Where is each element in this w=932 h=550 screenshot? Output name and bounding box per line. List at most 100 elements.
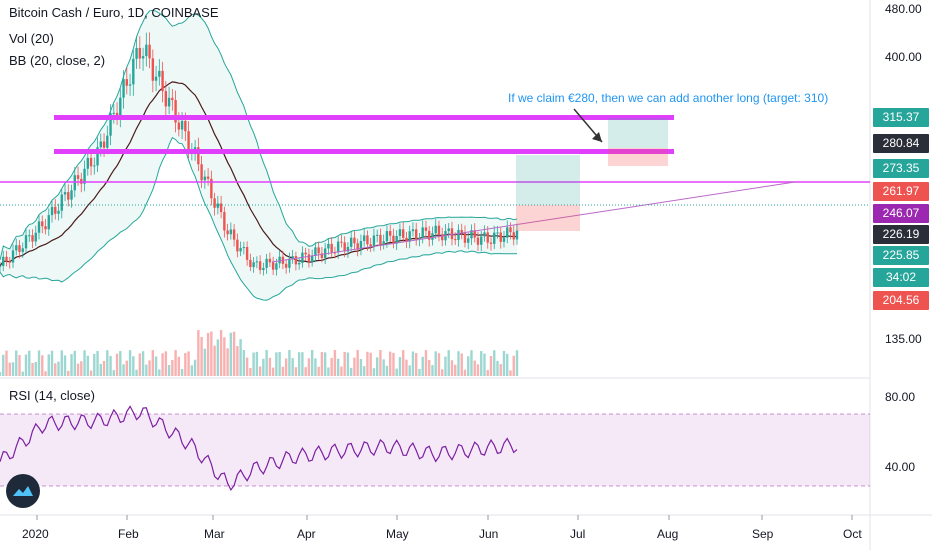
long-position-2[interactable] xyxy=(608,118,668,166)
bollinger-legend[interactable]: BB (20, close, 2) xyxy=(9,53,106,68)
volume-bar xyxy=(24,354,28,376)
volume-bar xyxy=(275,352,278,376)
candle xyxy=(57,203,60,221)
price-badge: 273.35 xyxy=(873,159,929,178)
long-position-1[interactable] xyxy=(516,155,580,231)
candle xyxy=(245,241,249,266)
candle xyxy=(15,238,18,256)
volume-bar xyxy=(73,350,76,376)
volume-bar xyxy=(109,355,112,376)
candle xyxy=(141,47,145,71)
level-315[interactable] xyxy=(54,115,674,120)
volume-bar xyxy=(102,360,106,376)
candle xyxy=(506,220,509,244)
volume-bar xyxy=(428,359,431,376)
tradingview-logo-icon[interactable] xyxy=(6,474,40,508)
candle xyxy=(512,225,515,246)
volume-bar xyxy=(50,350,54,376)
volume-bar xyxy=(447,350,450,376)
volume-bar xyxy=(499,364,502,376)
time-tick: Feb xyxy=(118,527,139,541)
candle xyxy=(398,223,402,243)
candle xyxy=(307,248,311,268)
symbol-legend[interactable]: Bitcoin Cash / Euro, 1D, COINBASE xyxy=(9,5,219,20)
volume-bar xyxy=(340,366,343,376)
candle xyxy=(457,224,460,247)
volume-bar xyxy=(418,368,421,376)
drawn-levels[interactable] xyxy=(0,115,870,263)
candle xyxy=(60,188,63,219)
volume-bar xyxy=(44,371,47,376)
candle xyxy=(499,227,502,249)
candle xyxy=(41,215,44,234)
volume-bar xyxy=(158,369,161,376)
candle xyxy=(0,262,2,273)
time-tick: Jul xyxy=(570,527,586,541)
volume-bar xyxy=(454,364,457,376)
volume-bar xyxy=(353,357,356,376)
volume-bar xyxy=(154,356,158,376)
candle xyxy=(249,253,252,272)
annotation-text[interactable]: If we claim €280, then we can add anothe… xyxy=(508,91,829,105)
volume-bar xyxy=(171,360,174,376)
candle xyxy=(388,224,392,243)
candle xyxy=(336,236,340,259)
volume-bar xyxy=(411,351,415,376)
trendline[interactable] xyxy=(271,181,796,263)
candle xyxy=(415,222,418,246)
volume-bar xyxy=(8,362,11,376)
candle xyxy=(392,228,395,249)
volume-bar xyxy=(515,350,519,376)
candle xyxy=(343,236,346,258)
price-badge: 226.19 xyxy=(873,225,929,244)
volume-bar xyxy=(268,357,272,376)
candle xyxy=(317,241,320,260)
volume-bar xyxy=(502,350,506,376)
candle xyxy=(262,262,265,276)
volume-bar xyxy=(359,359,363,376)
price-badge: 204.56 xyxy=(873,291,929,310)
candle xyxy=(434,218,437,240)
volume-bar xyxy=(281,366,285,376)
volume-bar xyxy=(145,364,148,376)
candle xyxy=(167,86,171,115)
candle xyxy=(288,252,291,273)
candle xyxy=(119,87,122,128)
volume-bar xyxy=(434,351,437,376)
volume-bar xyxy=(236,346,239,376)
volume-bar xyxy=(216,339,220,376)
volume-bar xyxy=(119,351,122,376)
volume-bar xyxy=(375,357,379,376)
volume-bar xyxy=(219,330,223,376)
volume-bar xyxy=(401,350,405,376)
candle xyxy=(470,224,473,246)
candle xyxy=(314,242,317,263)
candle xyxy=(431,226,434,246)
volume-legend[interactable]: Vol (20) xyxy=(9,31,54,46)
candle xyxy=(372,228,376,252)
level-281[interactable] xyxy=(54,149,674,154)
volume-bar xyxy=(11,362,15,376)
volume-bar xyxy=(187,351,190,376)
volume-bar xyxy=(431,365,434,376)
volume-bar xyxy=(93,353,96,376)
volume-bar xyxy=(242,350,246,376)
candle xyxy=(239,241,242,257)
candle xyxy=(93,157,96,175)
bollinger-band-fill xyxy=(0,10,517,301)
volume-bar xyxy=(388,351,392,376)
volume-bar xyxy=(197,330,200,376)
price-badge: 34:02 xyxy=(873,268,929,287)
volume-bar xyxy=(15,350,18,376)
rsi-legend[interactable]: RSI (14, close) xyxy=(9,388,95,403)
candle xyxy=(171,88,174,111)
volume-bar xyxy=(132,356,135,376)
price-tick-400: 400.00 xyxy=(885,50,922,64)
candle xyxy=(294,251,298,271)
candle xyxy=(356,238,359,257)
volume-bar xyxy=(252,352,255,376)
volume-bar xyxy=(470,350,473,376)
position-stop-zone xyxy=(608,148,668,166)
volume-bar xyxy=(164,351,168,376)
time-tick: Apr xyxy=(297,527,316,541)
